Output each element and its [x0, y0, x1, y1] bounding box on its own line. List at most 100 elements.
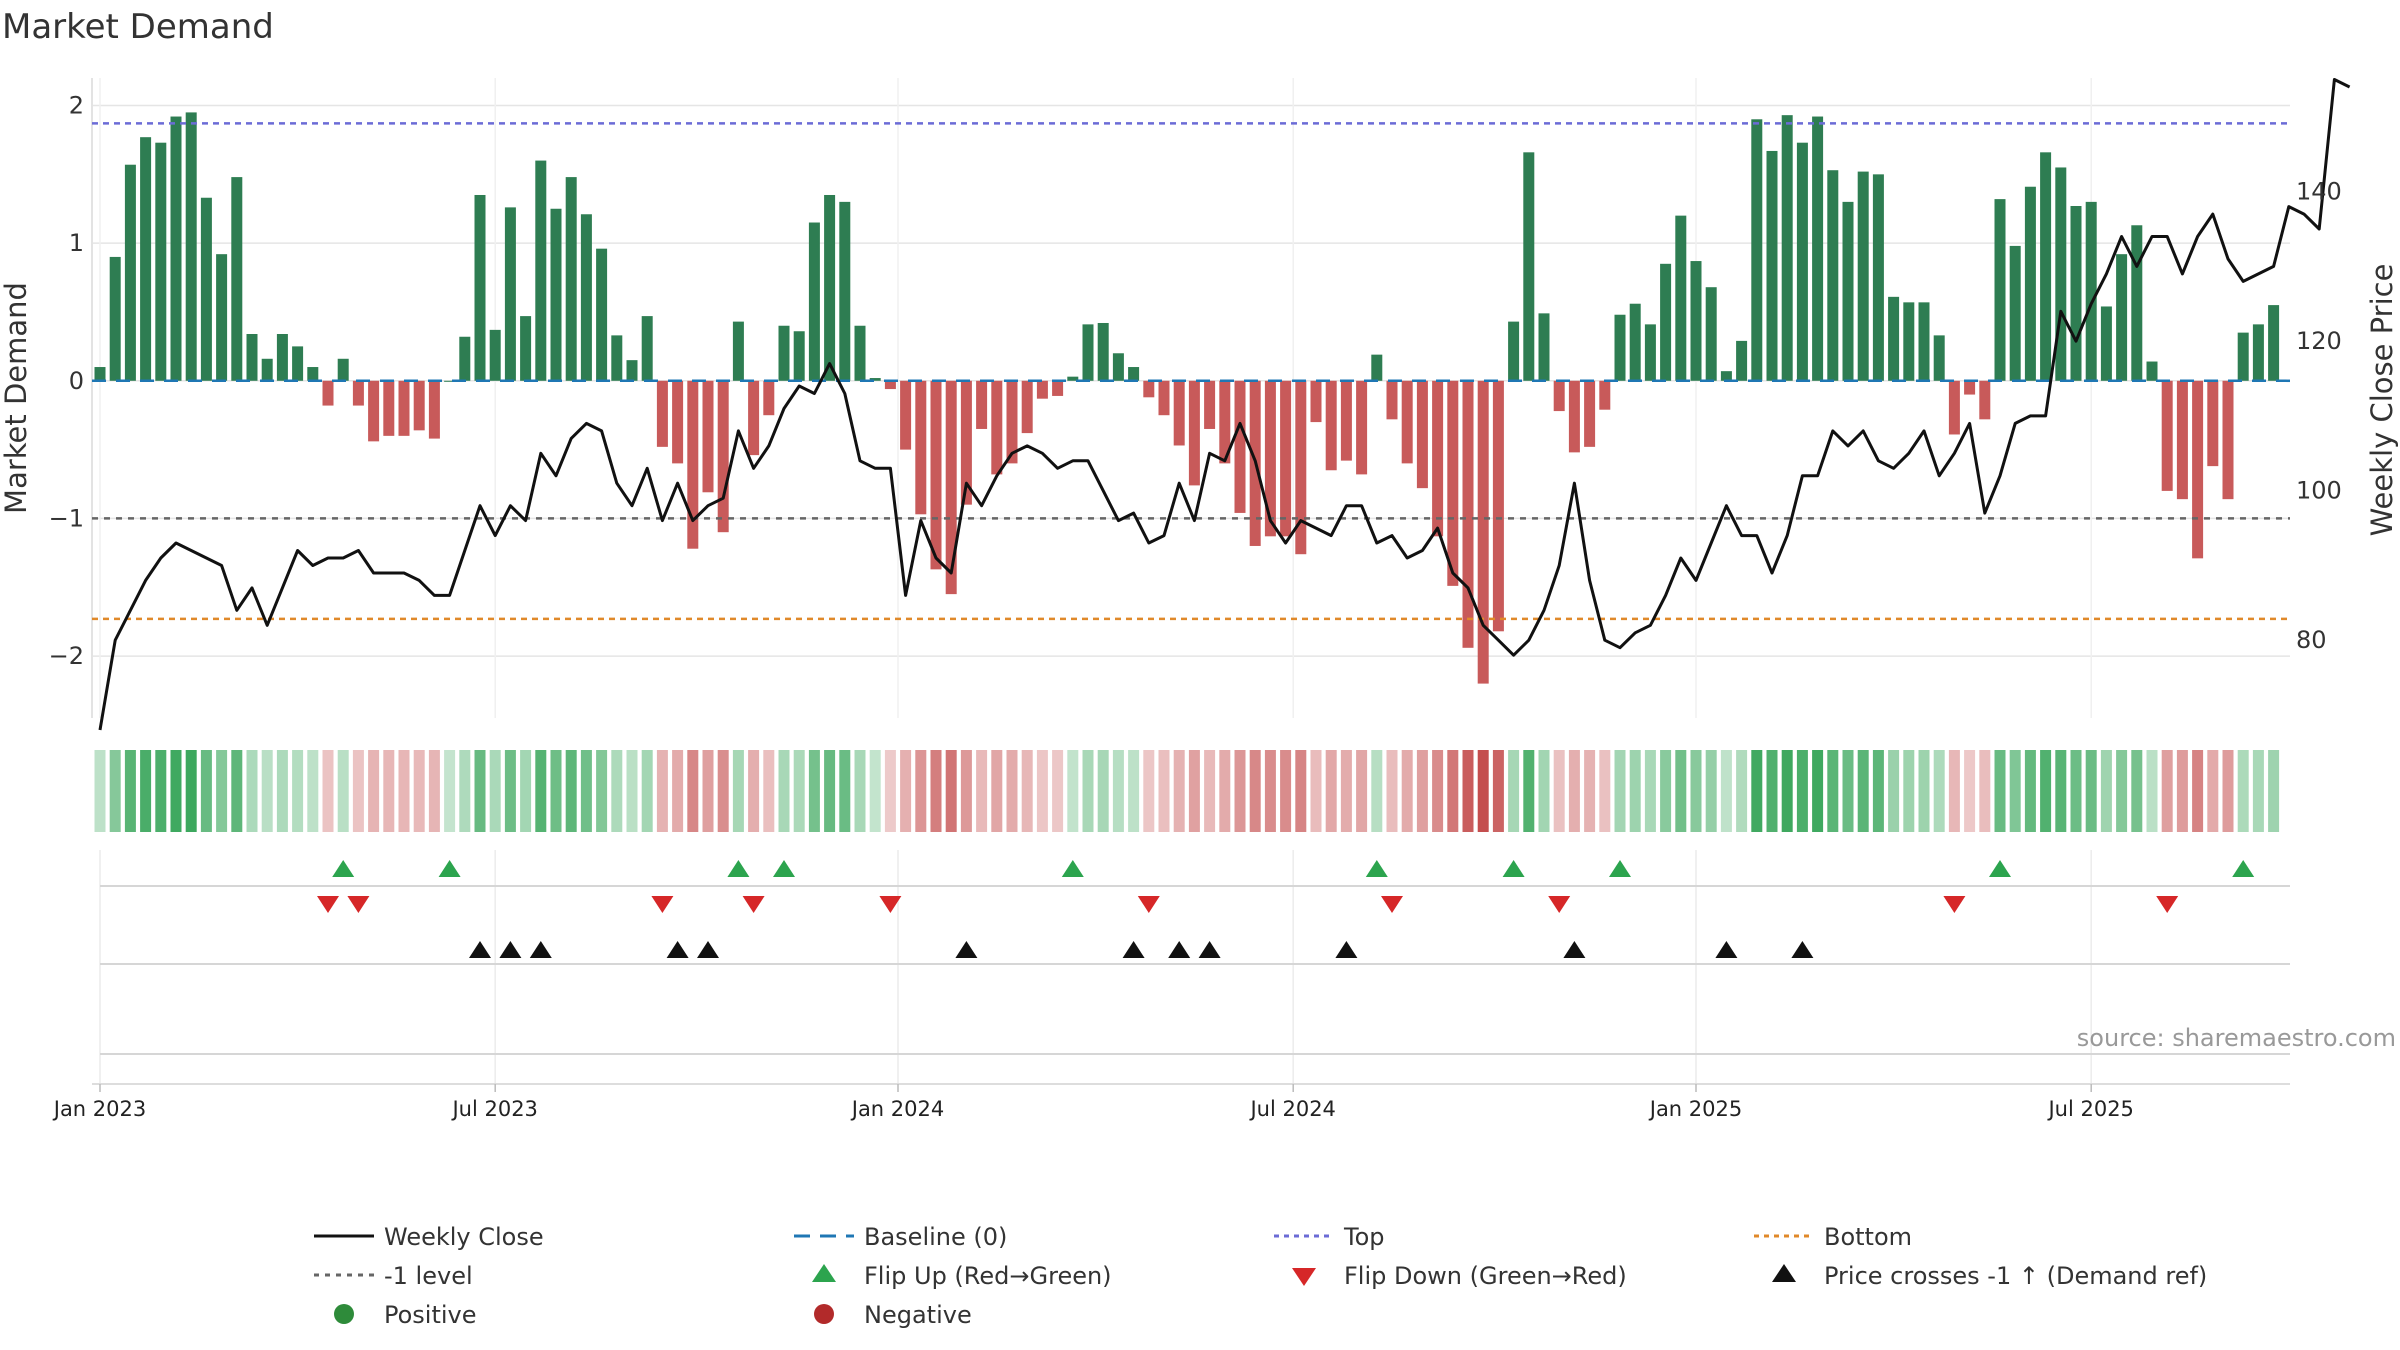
demand-bar-86 — [1386, 380, 1398, 420]
y2-ticks: 140 120 100 80 — [2296, 178, 2342, 655]
legend-swatch-cross — [1772, 1264, 1796, 1282]
flip-up-marker — [773, 860, 795, 877]
demand-bar-130 — [2055, 167, 2067, 381]
heat-cell-3 — [124, 750, 136, 832]
demand-bar-67 — [1097, 322, 1109, 381]
demand-bar-82 — [1325, 380, 1337, 471]
flip-down-marker — [1943, 896, 1966, 913]
flip-down-marker — [2156, 896, 2179, 913]
heat-cell-73 — [1188, 750, 1200, 832]
demand-bar-66 — [1082, 324, 1094, 381]
heat-cell-107 — [1705, 750, 1717, 832]
flip-down-marker — [317, 896, 339, 913]
x-tick-label: Jan 2024 — [850, 1097, 945, 1121]
heat-cell-87 — [1401, 750, 1413, 832]
heat-cell-88 — [1416, 750, 1428, 832]
heat-cell-96 — [1538, 750, 1550, 832]
flip-up-marker — [1061, 860, 1084, 877]
heat-cell-52 — [869, 750, 881, 832]
demand-bar-37 — [641, 316, 653, 381]
heat-cell-34 — [596, 750, 608, 832]
heat-cell-75 — [1219, 750, 1231, 832]
demand-bar-97 — [1553, 380, 1565, 412]
heat-cell-132 — [2085, 750, 2097, 832]
demand-bar-47 — [793, 331, 805, 381]
x-tick-label: Jan 2025 — [1648, 1097, 1743, 1121]
heat-cell-54 — [900, 750, 912, 832]
heat-cell-117 — [1857, 750, 1869, 832]
heat-cell-138 — [2176, 750, 2188, 832]
demand-bar-26 — [474, 194, 486, 381]
heat-cell-26 — [474, 750, 486, 832]
heat-cell-89 — [1432, 750, 1444, 832]
heat-cell-144 — [2268, 750, 2280, 832]
legend: Weekly Close Baseline (0) Top Bottom -1 … — [314, 1223, 2207, 1329]
heat-cell-47 — [793, 750, 805, 832]
heat-cell-62 — [1021, 750, 1033, 832]
demand-bar-135 — [2131, 225, 2143, 381]
demand-bar-73 — [1188, 380, 1200, 486]
demand-bar-90 — [1447, 380, 1459, 586]
heat-cell-17 — [337, 750, 349, 832]
price-cross-marker — [1168, 941, 1191, 958]
legend-label-neg1: -1 level — [384, 1262, 473, 1290]
demand-bar-105 — [1675, 215, 1687, 381]
demand-bar-43 — [732, 321, 744, 381]
heat-cell-38 — [656, 750, 668, 832]
heat-cell-12 — [261, 750, 273, 832]
heat-cell-81 — [1310, 750, 1322, 832]
heat-cell-142 — [2237, 750, 2249, 832]
heat-cell-6 — [170, 750, 182, 832]
flip-down-marker — [1381, 896, 1403, 913]
demand-bar-23 — [428, 380, 440, 439]
demand-bar-83 — [1340, 380, 1352, 461]
price-cross-marker — [529, 941, 552, 958]
demand-bar-60 — [991, 380, 1003, 475]
heat-cell-27 — [489, 750, 501, 832]
y2-tick-label: 140 — [2296, 178, 2342, 206]
demand-bar-95 — [1523, 152, 1535, 381]
demand-bar-119 — [1888, 296, 1900, 381]
heat-cell-28 — [504, 750, 516, 832]
flip-down-marker — [347, 896, 370, 913]
heat-cell-125 — [1979, 750, 1991, 832]
demand-bar-38 — [656, 380, 668, 447]
heat-cell-90 — [1447, 750, 1459, 832]
heat-cell-116 — [1842, 750, 1854, 832]
demand-bar-116 — [1842, 201, 1854, 381]
demand-bar-75 — [1219, 380, 1231, 464]
heat-cell-56 — [930, 750, 942, 832]
demand-bar-13 — [276, 334, 288, 381]
heat-cell-29 — [520, 750, 532, 832]
heat-cell-39 — [672, 750, 684, 832]
demand-bar-122 — [1933, 335, 1945, 381]
demand-bar-76 — [1234, 380, 1246, 513]
demand-bar-140 — [2207, 380, 2219, 467]
demand-bar-129 — [2040, 152, 2052, 381]
heat-cell-77 — [1249, 750, 1261, 832]
demand-bar-121 — [1918, 302, 1930, 381]
heat-cell-136 — [2146, 750, 2158, 832]
demand-bar-126 — [1994, 199, 2006, 381]
price-cross-marker — [469, 941, 491, 958]
demand-bar-57 — [945, 380, 957, 595]
heat-cell-94 — [1508, 750, 1520, 832]
demand-bar-88 — [1416, 380, 1428, 489]
heat-cell-50 — [839, 750, 851, 832]
demand-bar-58 — [960, 380, 972, 505]
y-tick-label: 0 — [69, 367, 84, 395]
demand-bar-117 — [1857, 171, 1869, 381]
demand-bar-134 — [2116, 254, 2128, 381]
heat-cell-53 — [884, 750, 896, 832]
demand-bar-141 — [2222, 380, 2234, 500]
heat-cell-97 — [1553, 750, 1565, 832]
demand-bar-69 — [1128, 367, 1140, 381]
heat-cell-82 — [1325, 750, 1337, 832]
demand-bar-120 — [1903, 302, 1915, 381]
demand-bar-28 — [504, 207, 516, 381]
heat-cell-131 — [2070, 750, 2082, 832]
demand-bar-100 — [1599, 380, 1611, 410]
demand-bar-31 — [550, 208, 562, 381]
price-cross-marker — [1198, 941, 1221, 958]
legend-swatch-positive — [334, 1304, 354, 1324]
